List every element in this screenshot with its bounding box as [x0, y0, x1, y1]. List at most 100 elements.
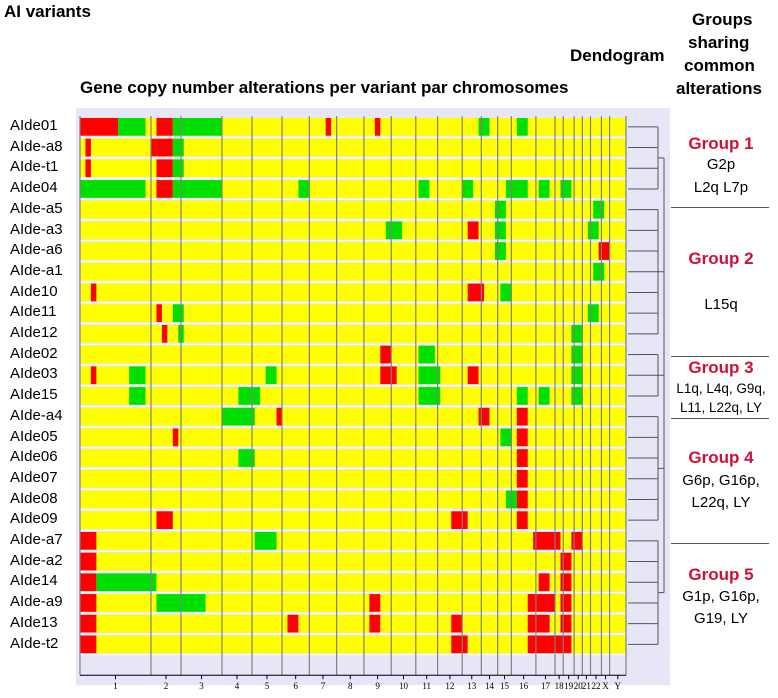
variant-label: AIde05 [10, 427, 58, 445]
x-tick-label: 6 [293, 681, 298, 691]
x-tick-label: 9 [375, 681, 380, 691]
heatmap-row-base [80, 490, 626, 509]
alteration-segment [571, 387, 583, 405]
alteration-segment [129, 366, 146, 385]
variant-label: AIde-a9 [10, 593, 63, 611]
x-tick-label: 15 [500, 681, 510, 691]
alteration-segment [571, 345, 583, 364]
groups-header-3: common [684, 56, 755, 75]
alteration-segment [287, 614, 299, 633]
alteration-segment [593, 262, 605, 281]
alteration-segment [516, 428, 528, 447]
alteration-segment [516, 469, 528, 488]
alteration-segment [238, 449, 255, 467]
alteration-segment [500, 283, 512, 302]
x-tick-label: 14 [485, 681, 495, 691]
plot-title: Gene copy number alterations per variant… [80, 78, 569, 97]
alteration-segment [516, 407, 528, 426]
variant-label: AIde-a4 [10, 406, 63, 424]
alteration-segment [505, 180, 528, 198]
alteration-segment [538, 387, 550, 405]
alteration-segment [172, 180, 222, 198]
variant-label: AIde11 [10, 303, 57, 321]
x-tick-label: 10 [399, 681, 409, 691]
x-tick-label: 3 [199, 681, 204, 691]
variant-label: AIde01 [10, 117, 58, 134]
variant-label: AIde03 [10, 365, 58, 383]
heatmap-row-base [80, 594, 626, 612]
alteration-segment [560, 573, 572, 592]
x-tick-label: 18 [555, 681, 565, 691]
heatmap-row-base [80, 283, 626, 302]
dendrogram-header: Dendogram [570, 46, 665, 65]
alteration-segment [156, 118, 173, 136]
alteration-segment [527, 594, 556, 612]
group-separator [671, 207, 769, 208]
alteration-segment [172, 428, 179, 447]
variant-label: AIde-a5 [10, 199, 63, 217]
x-tick-label: 2 [164, 681, 169, 691]
alteration-segment [516, 449, 528, 467]
variant-label: AIde08 [10, 489, 58, 507]
group-separator [671, 543, 769, 544]
group-5-title: Group 5 [688, 565, 754, 584]
alteration-segment [560, 635, 572, 654]
alteration-segment [451, 614, 463, 633]
alteration-segment [265, 366, 277, 385]
heatmap-row-base [80, 449, 626, 467]
alteration-segment [129, 387, 146, 405]
alteration-segment [516, 490, 528, 509]
alteration-segment [80, 180, 146, 198]
variant-label: AIde14 [10, 572, 58, 590]
x-tick-label: 11 [422, 681, 431, 691]
heatmap-row-base [80, 407, 626, 426]
alteration-segment [80, 552, 97, 571]
alteration-segment [80, 614, 97, 633]
x-tick-label: Y [615, 681, 622, 691]
variant-label: AIde02 [10, 344, 58, 362]
alteration-segment [172, 159, 184, 178]
heatmap-row-base [80, 221, 626, 240]
alteration-segment [587, 221, 599, 240]
alteration-segment [516, 118, 528, 136]
group-4-title: Group 4 [688, 448, 754, 467]
group-4-line: G6p, G16p, [682, 472, 760, 489]
x-tick-label: 5 [265, 681, 270, 691]
alteration-segment [156, 304, 162, 322]
alteration-segment [172, 304, 184, 322]
variant-label: AIde04 [10, 179, 58, 197]
variant-label: AIde07 [10, 468, 58, 486]
group-3-line: L11, L22q, LY [679, 400, 763, 415]
alteration-segment [85, 159, 91, 178]
alteration-segment [172, 138, 184, 157]
x-tick-label: 8 [348, 681, 353, 691]
alteration-segment [418, 366, 441, 385]
groups-header-4: alterations [676, 79, 762, 98]
alteration-segment [467, 366, 479, 385]
alteration-segment [571, 325, 583, 343]
variant-label: AIde-t1 [10, 158, 59, 176]
heatmap-row-base [80, 366, 626, 385]
group-3-line: L1q, L4q, G9q, [676, 381, 766, 396]
alteration-segment [538, 573, 550, 592]
x-tick-label: 13 [467, 681, 477, 691]
alteration-segment [118, 118, 146, 136]
groups-header-2: sharing [688, 33, 750, 52]
alteration-segment [380, 345, 392, 364]
x-tick-label: 22 [591, 681, 600, 691]
alteration-segment [560, 180, 572, 198]
heatmap-row-base [80, 345, 626, 364]
heatmap-row-base [80, 532, 626, 550]
variant-label: AIde09 [10, 510, 58, 528]
group-5-line: G19, LY [694, 610, 748, 627]
alteration-segment [478, 407, 490, 426]
heatmap-row-base [80, 573, 626, 592]
alteration-segment [90, 366, 97, 385]
alteration-segment [80, 594, 97, 612]
alteration-segment [90, 283, 97, 302]
group-separator [671, 418, 769, 419]
variant-label: AIde13 [10, 613, 58, 631]
alteration-segment [80, 118, 119, 136]
alteration-segment [527, 614, 550, 633]
x-tick-label: 12 [445, 681, 454, 691]
